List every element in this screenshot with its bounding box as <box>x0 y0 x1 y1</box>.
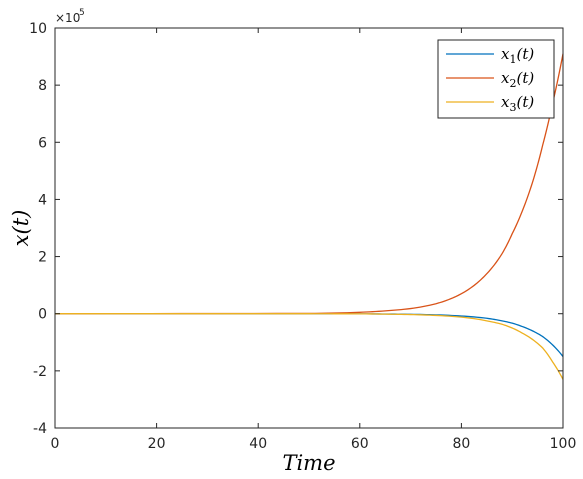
x-tick-label: 0 <box>51 436 60 452</box>
y-axis-title: x(t) <box>9 210 33 247</box>
ticks-layer: 0 20 40 60 80 100 -4 -2 0 2 4 6 8 10 <box>29 21 576 452</box>
x-tick-label: 60 <box>351 436 369 452</box>
y-exponent-power: 5 <box>79 8 85 18</box>
legend-label-2: x2(t) <box>501 69 534 90</box>
y-tick-label: 10 <box>29 21 47 37</box>
y-tick-label: -2 <box>33 364 47 380</box>
legend-items: x1(t) x2(t) x3(t) <box>446 45 534 114</box>
y-tick-label: 2 <box>38 250 47 266</box>
y-exponent-base: ×10 <box>55 11 80 25</box>
legend-label-1: x1(t) <box>501 45 534 66</box>
y-exponent-label: ×10 5 <box>55 8 85 25</box>
legend: x1(t) x2(t) x3(t) <box>437 39 555 119</box>
x-tick-label: 100 <box>550 436 577 452</box>
series-line-3 <box>55 313 564 380</box>
x-tick-label: 40 <box>249 436 267 452</box>
x-tick-label: 80 <box>452 436 470 452</box>
plot-frame <box>54 27 564 429</box>
x-tick-label: 20 <box>148 436 166 452</box>
y-tick-label: 8 <box>38 78 47 94</box>
x-axis-title: Time <box>282 451 335 475</box>
y-tick-label: 0 <box>38 307 47 323</box>
y-tick-label: 4 <box>38 192 47 208</box>
series-line-2 <box>54 53 564 315</box>
y-tick-label: 6 <box>38 135 47 151</box>
series-layer <box>54 53 564 380</box>
y-tick-label: -4 <box>33 421 47 437</box>
legend-label-3: x3(t) <box>501 93 534 114</box>
legend-box <box>437 39 555 119</box>
